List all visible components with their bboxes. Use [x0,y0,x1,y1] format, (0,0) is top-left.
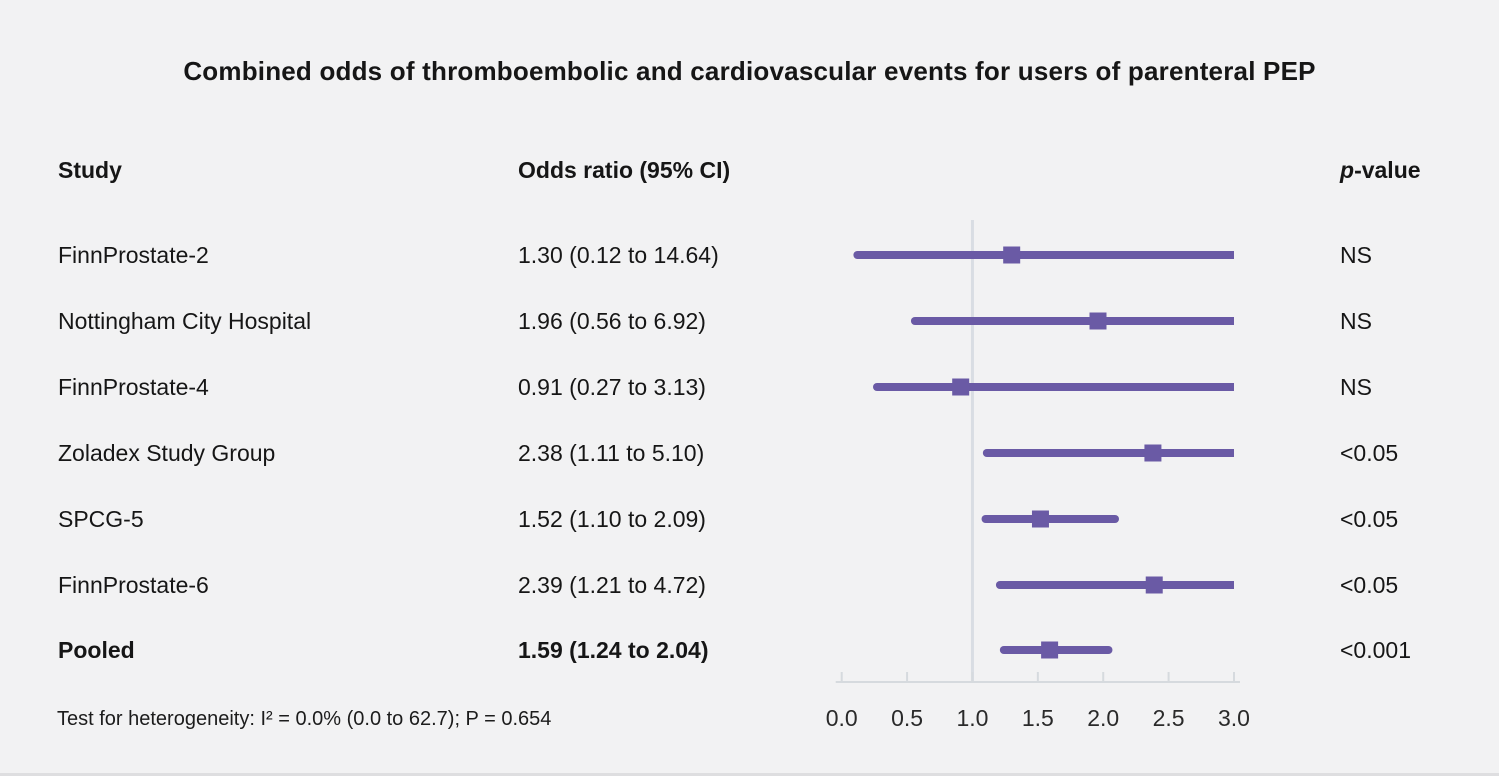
or-marker [952,378,970,396]
table-row: FinnProstate-4 0.91 (0.27 to 3.13) NS [0,372,1499,402]
study-name: FinnProstate-4 [58,374,209,400]
ci-cap-left [995,581,1004,589]
table-row: Zoladex Study Group 2.38 (1.11 to 5.10) … [0,438,1499,468]
p-value-text: NS [1340,374,1372,400]
study-name: Pooled [58,637,135,663]
ci-cap-left [981,515,990,523]
axis-tick-label: 0.5 [891,705,924,731]
column-header-odds-ratio: Odds ratio (95% CI) [518,157,731,183]
table-row: FinnProstate-6 2.39 (1.21 to 4.72) <0.05 [0,570,1499,600]
odds-ratio-text: 1.59 (1.24 to 2.04) [518,637,709,663]
or-marker [1089,312,1107,330]
odds-ratio-text: 1.96 (0.56 to 6.92) [518,308,706,334]
odds-ratio-text: 2.39 (1.21 to 4.72) [518,572,706,598]
table-row: FinnProstate-2 1.30 (0.12 to 14.64) NS [0,240,1499,270]
table-row: SPCG-5 1.52 (1.10 to 2.09) <0.05 [0,504,1499,534]
study-name: FinnProstate-6 [58,572,209,598]
odds-ratio-text: 2.38 (1.11 to 5.10) [518,440,705,466]
table-row: Nottingham City Hospital 1.96 (0.56 to 6… [0,306,1499,336]
axis-tick-label: 2.0 [1087,705,1120,731]
axis-tick-label: 1.5 [1021,705,1054,731]
table-row-pooled: Pooled 1.59 (1.24 to 2.04) <0.001 [0,635,1499,665]
ci-cap-left [910,317,919,325]
study-name: SPCG-5 [58,506,144,532]
odds-ratio-text: 1.52 (1.10 to 2.09) [518,506,706,532]
or-marker [1041,641,1059,659]
p-value-header-italic-p: p [1340,157,1355,183]
column-header-row: Study Odds ratio (95% CI) p-value [0,155,1499,185]
column-header-study: Study [58,157,122,183]
heterogeneity-footnote: Test for heterogeneity: I² = 0.0% (0.0 t… [57,708,552,730]
axis-tick-label: 1.0 [956,705,989,731]
or-marker [1144,444,1162,462]
p-value-text: <0.001 [1340,637,1411,663]
or-marker [1003,246,1021,264]
column-header-p-value: p-value [1340,155,1421,185]
p-value-text: <0.05 [1340,572,1399,598]
study-name: FinnProstate-2 [58,242,209,268]
ci-cap-left [873,383,882,391]
odds-ratio-text: 1.30 (0.12 to 14.64) [518,242,719,268]
p-value-text: NS [1340,308,1372,334]
study-name: Zoladex Study Group [58,440,276,466]
chart-title: Combined odds of thromboembolic and card… [183,56,1316,86]
ci-cap-left [853,251,862,259]
p-value-text: NS [1340,242,1372,268]
ci-cap-left [982,449,991,457]
bottom-edge-divider [0,773,1499,776]
or-marker [1145,576,1163,594]
p-value-text: <0.05 [1340,440,1399,466]
axis-tick-label: 3.0 [1218,705,1250,731]
ci-cap-left [999,646,1008,654]
or-marker [1031,510,1049,528]
odds-ratio-text: 0.91 (0.27 to 3.13) [518,374,706,400]
study-name: Nottingham City Hospital [58,308,312,334]
axis-tick-label: 0.0 [825,705,858,731]
ci-cap-right [1111,515,1120,523]
p-value-header-suffix: -value [1354,157,1421,183]
ci-cap-right [1104,646,1113,654]
axis-tick-label: 2.5 [1152,705,1185,731]
p-value-text: <0.05 [1340,506,1399,532]
